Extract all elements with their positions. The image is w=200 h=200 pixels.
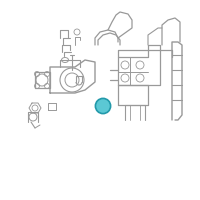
Circle shape [95,98,111,114]
